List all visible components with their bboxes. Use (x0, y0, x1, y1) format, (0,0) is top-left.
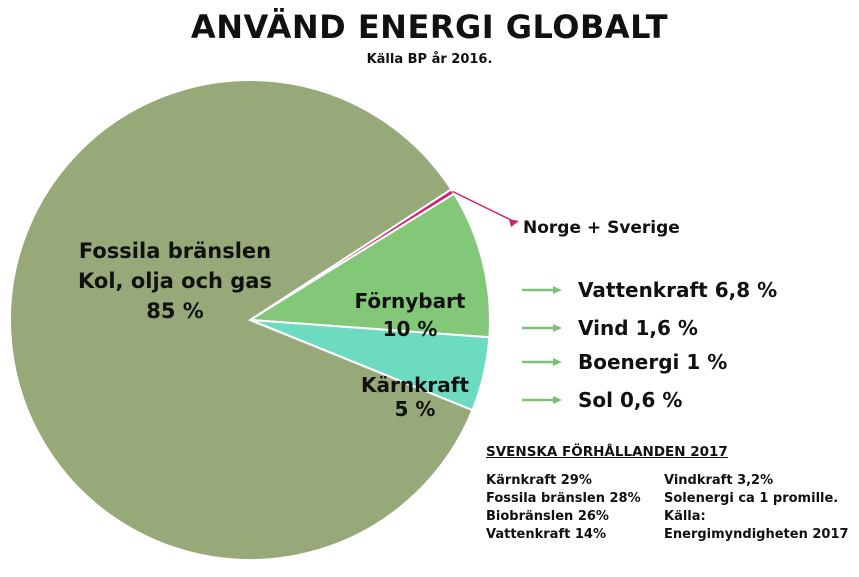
swedish-item: Solenergi ca 1 promille. (664, 491, 839, 506)
swedish-conditions-box: SVENSKA FÖRHÅLLANDEN 2017 Kärnkraft 29% … (486, 444, 856, 544)
pie-slice-fornybart (246, 192, 491, 339)
renewable-item: Vind 1,6 % (522, 316, 698, 340)
renewable-item: Sol 0,6 % (522, 388, 682, 412)
slice-label-fossil: 85 % (146, 299, 204, 323)
swedish-left-column: Kärnkraft 29% Fossila bränslen 28% Biobr… (486, 472, 664, 544)
slice-label-fornybart: Förnybart (355, 289, 466, 313)
slice-label-karnkraft: 5 % (395, 397, 436, 421)
callout-label: Norge + Sverige (523, 218, 680, 238)
arrowhead-icon (553, 324, 562, 332)
arrowhead-icon (553, 358, 562, 366)
callout-arrowhead (509, 219, 519, 227)
chart-subtitle: Källa BP år 2016. (366, 52, 493, 67)
renewable-label: Vind 1,6 % (578, 316, 698, 340)
slice-label-karnkraft: Kärnkraft (361, 373, 469, 397)
swedish-item: Energimyndigheten 2017 (664, 527, 849, 542)
slice-label-fossil: Fossila bränslen (79, 239, 271, 263)
slice-label-fossil: Kol, olja och gas (78, 269, 272, 293)
callout-line (452, 190, 516, 223)
swedish-item: Fossila bränslen 28% (486, 491, 641, 506)
swedish-item: Vindkraft 3,2% (664, 473, 774, 488)
swedish-right-column: Vindkraft 3,2% Solenergi ca 1 promille. … (664, 472, 849, 544)
swedish-item: Källa: (664, 509, 706, 524)
swedish-item: Vattenkraft 14% (486, 527, 606, 542)
renewable-label: Vattenkraft 6,8 % (578, 278, 777, 302)
chart-title: ANVÄND ENERGI GLOBALT (190, 8, 669, 46)
arrowhead-icon (553, 286, 562, 294)
renewable-item: Vattenkraft 6,8 % (522, 278, 777, 302)
renewable-label: Sol 0,6 % (578, 388, 682, 412)
swedish-item: Kärnkraft 29% (486, 473, 592, 488)
swedish-item: Biobränslen 26% (486, 509, 609, 524)
renewable-label: Boenergi 1 % (578, 350, 727, 374)
pie-slice-fossil (9, 79, 474, 561)
arrowhead-icon (553, 396, 562, 404)
slice-label-fornybart: 10 % (383, 317, 438, 341)
swedish-conditions-heading: SVENSKA FÖRHÅLLANDEN 2017 (486, 444, 728, 460)
renewable-item: Boenergi 1 % (522, 350, 727, 374)
